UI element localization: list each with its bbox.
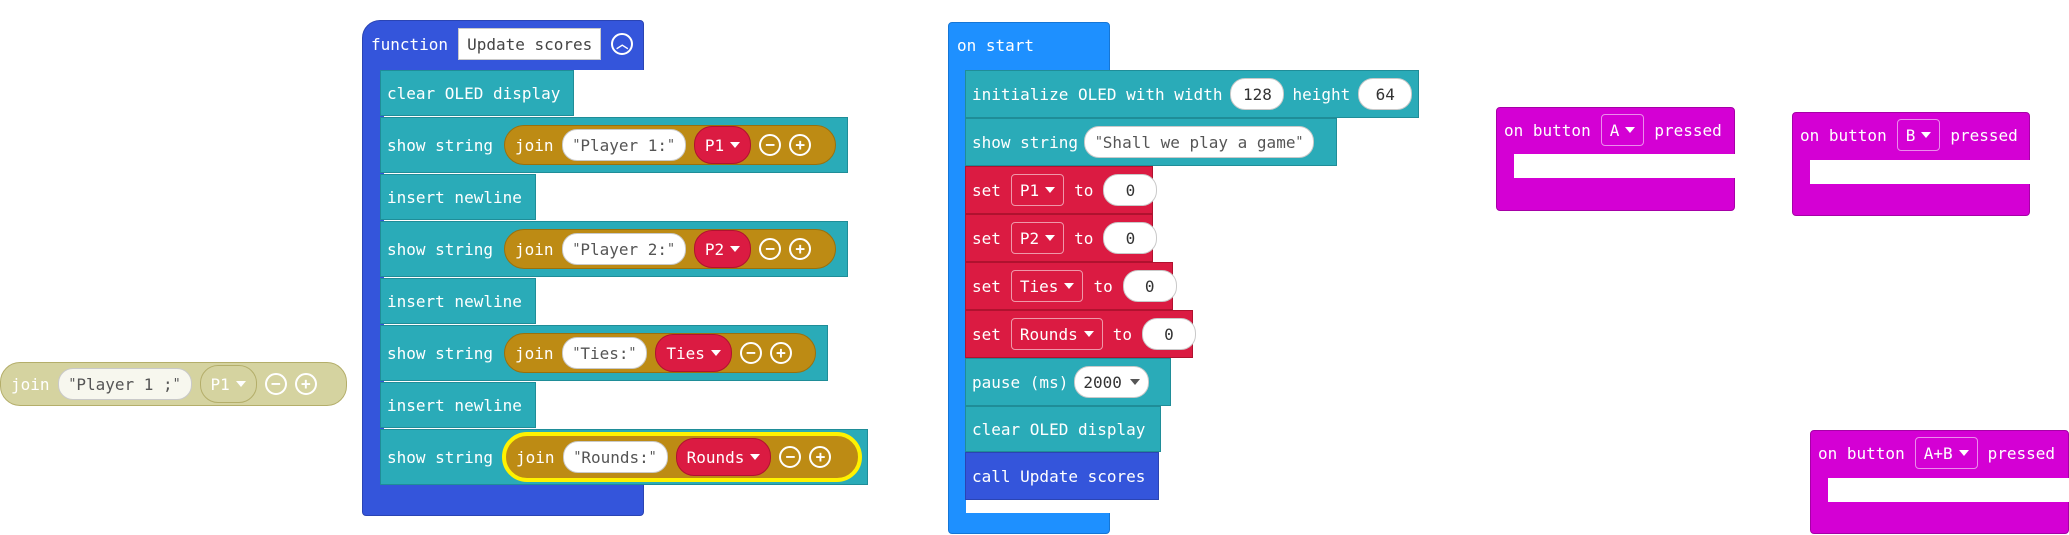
variable-dropdown-p1[interactable]: P1: [693, 126, 752, 164]
set-variable-block[interactable]: set P2 to 0: [965, 214, 1158, 262]
on-button-a-header: on button A pressed: [1496, 107, 1722, 153]
remove-item-icon[interactable]: −: [759, 134, 782, 156]
button-dropdown-ab[interactable]: A+B: [1914, 437, 1978, 469]
call-update-scores-block[interactable]: call Update scores: [965, 452, 1159, 500]
add-item-icon[interactable]: +: [789, 134, 812, 156]
join-block-player1[interactable]: join " Player 1: " P1 − +: [504, 125, 836, 165]
add-item-icon[interactable]: +: [769, 342, 792, 364]
pause-duration-dropdown[interactable]: 2000: [1074, 366, 1149, 398]
pause-block[interactable]: pause (ms) 2000: [965, 358, 1171, 406]
initialize-oled-block[interactable]: initialize OLED with width 128 height 64: [965, 70, 1419, 118]
button-dropdown-a[interactable]: A: [1600, 114, 1645, 146]
chevron-down-icon: [1045, 235, 1056, 241]
function-header: function Update scores ︿: [362, 20, 634, 68]
set-variable-block[interactable]: set Ties to 0: [965, 262, 1177, 310]
string-input[interactable]: " Shall we play a game ": [1083, 126, 1315, 158]
on-button-a-gap: [1514, 154, 1735, 178]
add-item-icon[interactable]: +: [294, 373, 317, 395]
join-block-player2[interactable]: join " Player 2: " P2 − +: [504, 229, 836, 269]
value-input[interactable]: 0: [1122, 270, 1177, 302]
value-input[interactable]: 0: [1103, 174, 1158, 206]
value-input[interactable]: 0: [1141, 318, 1196, 350]
on-button-ab-header: on button A+B pressed: [1810, 430, 2055, 476]
join-block-rounds-selected[interactable]: join " Rounds: " Rounds − +: [502, 432, 862, 482]
variable-dropdown-p1[interactable]: P1: [1010, 174, 1065, 206]
chevron-down-icon: [730, 246, 741, 252]
insert-newline-block[interactable]: insert newline: [380, 278, 536, 324]
on-button-b-gap: [1810, 160, 2030, 184]
button-dropdown-b[interactable]: B: [1896, 119, 1941, 151]
chevron-down-icon: [235, 381, 246, 387]
variable-dropdown-rounds[interactable]: Rounds: [675, 438, 772, 476]
add-item-icon[interactable]: +: [789, 238, 812, 260]
string-input[interactable]: " Player 1: ": [561, 129, 686, 161]
join-label: join: [11, 374, 50, 394]
chevron-down-icon: [1129, 379, 1140, 385]
string-input[interactable]: " Player 2: ": [561, 233, 686, 265]
remove-item-icon[interactable]: −: [779, 446, 802, 468]
remove-item-icon[interactable]: −: [759, 238, 782, 260]
height-input[interactable]: 64: [1358, 78, 1413, 110]
chevron-down-icon: [1064, 283, 1075, 289]
on-button-b-header: on button B pressed: [1792, 112, 2018, 158]
clear-oled-block[interactable]: clear OLED display: [965, 406, 1161, 452]
height-label: height: [1292, 84, 1351, 104]
remove-item-icon[interactable]: −: [264, 373, 287, 395]
variable-dropdown-p2[interactable]: P2: [1010, 222, 1065, 254]
chevron-down-icon: [1625, 127, 1636, 133]
function-block-spine: [362, 66, 384, 486]
string-input[interactable]: " Player 1 ; ": [57, 368, 192, 400]
remove-item-icon[interactable]: −: [739, 342, 762, 364]
show-string-block[interactable]: show string " Shall we play a game ": [965, 118, 1337, 166]
function-name-field[interactable]: Update scores: [458, 28, 602, 60]
insert-newline-block[interactable]: insert newline: [380, 174, 536, 220]
variable-dropdown-ties[interactable]: Ties: [655, 334, 732, 372]
insert-newline-block[interactable]: insert newline: [380, 382, 536, 428]
chevron-down-icon: [750, 454, 761, 460]
value-input[interactable]: 0: [1103, 222, 1158, 254]
set-variable-block[interactable]: set Rounds to 0: [965, 310, 1196, 358]
string-input[interactable]: " Ties: ": [561, 337, 648, 369]
collapse-up-icon[interactable]: ︿: [611, 33, 634, 55]
set-variable-block[interactable]: set P1 to 0: [965, 166, 1158, 214]
clear-oled-block[interactable]: clear OLED display: [380, 70, 574, 116]
chevron-down-icon: [730, 142, 741, 148]
add-item-icon[interactable]: +: [809, 446, 832, 468]
function-keyword: function: [371, 34, 449, 54]
chevron-down-icon: [710, 350, 721, 356]
variable-dropdown-rounds[interactable]: Rounds: [1010, 318, 1103, 350]
on-start-header: on start: [948, 22, 1034, 68]
on-start-label: on start: [957, 35, 1035, 55]
variable-dropdown-p2[interactable]: P2: [693, 230, 752, 268]
chevron-down-icon: [1083, 331, 1094, 337]
join-block-ties[interactable]: join " Ties: " Ties − +: [504, 333, 816, 373]
width-input[interactable]: 128: [1230, 78, 1285, 110]
loose-join-block[interactable]: join " Player 1 ; " P1 − +: [0, 362, 347, 406]
chevron-down-icon: [1921, 132, 1932, 138]
on-button-ab-gap: [1828, 478, 2069, 502]
variable-dropdown-p1[interactable]: P1: [199, 365, 257, 403]
chevron-down-icon: [1045, 187, 1056, 193]
string-input[interactable]: " Rounds: ": [562, 441, 668, 473]
chevron-down-icon: [1958, 450, 1969, 456]
variable-dropdown-ties[interactable]: Ties: [1010, 270, 1084, 302]
